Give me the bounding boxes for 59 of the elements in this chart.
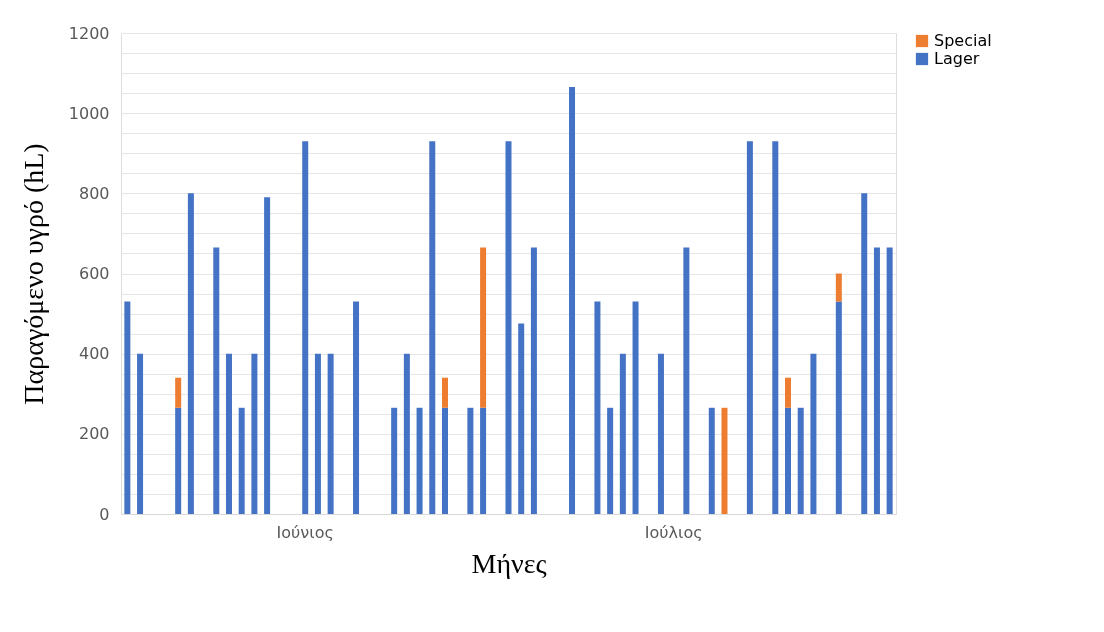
bar <box>607 407 614 514</box>
legend-label: Special <box>934 31 992 50</box>
legend-label: Lager <box>934 49 980 68</box>
y-tick-label: 400 <box>78 344 110 364</box>
bar <box>861 193 868 514</box>
x-axis-title: Μήνες <box>471 547 547 579</box>
bar <box>708 407 715 514</box>
bar <box>403 353 410 514</box>
bar <box>810 353 817 514</box>
bar <box>124 301 131 514</box>
y-tick-label: 200 <box>78 424 110 444</box>
bar <box>530 247 537 514</box>
y-tick-label: 1200 <box>68 23 110 43</box>
x-tick-label: Ιούνιος <box>276 522 334 542</box>
bar <box>314 353 321 514</box>
bar <box>302 141 309 514</box>
bar <box>238 407 245 514</box>
bar <box>505 141 512 514</box>
bar <box>441 377 448 408</box>
x-tick-label: Ιούλιος <box>644 522 703 542</box>
bar <box>441 407 448 514</box>
bar <box>251 353 258 514</box>
bar <box>213 247 220 514</box>
bar <box>569 87 576 514</box>
bar <box>797 407 804 514</box>
bar <box>416 407 423 514</box>
bar <box>772 141 779 514</box>
bar <box>264 197 271 514</box>
bar <box>785 377 792 408</box>
bar <box>886 247 893 514</box>
bar <box>619 353 626 514</box>
bar <box>721 407 728 514</box>
bar <box>632 301 639 514</box>
bar <box>873 247 880 514</box>
bar <box>785 407 792 514</box>
bar <box>657 353 664 514</box>
bar <box>175 377 182 408</box>
bar <box>835 301 842 514</box>
bar <box>835 273 842 302</box>
bar <box>683 247 690 514</box>
bar <box>391 407 398 514</box>
bar <box>746 141 753 514</box>
y-tick-label: 1000 <box>68 103 110 123</box>
bar <box>594 301 601 514</box>
y-tick-label: 600 <box>78 264 110 283</box>
bar <box>467 407 474 514</box>
y-axis-title: Παραγόμενο υγρό (hL) <box>17 143 49 405</box>
bar <box>480 407 487 514</box>
bar <box>327 353 334 514</box>
bar <box>175 407 182 514</box>
bar <box>137 353 144 514</box>
bar <box>353 301 360 514</box>
bar <box>518 323 525 514</box>
y-tick-label: 800 <box>78 183 110 203</box>
bar <box>480 247 487 408</box>
bar <box>225 353 232 514</box>
bar <box>187 193 194 514</box>
y-tick-label: 0 <box>99 504 110 524</box>
bar <box>429 141 436 514</box>
